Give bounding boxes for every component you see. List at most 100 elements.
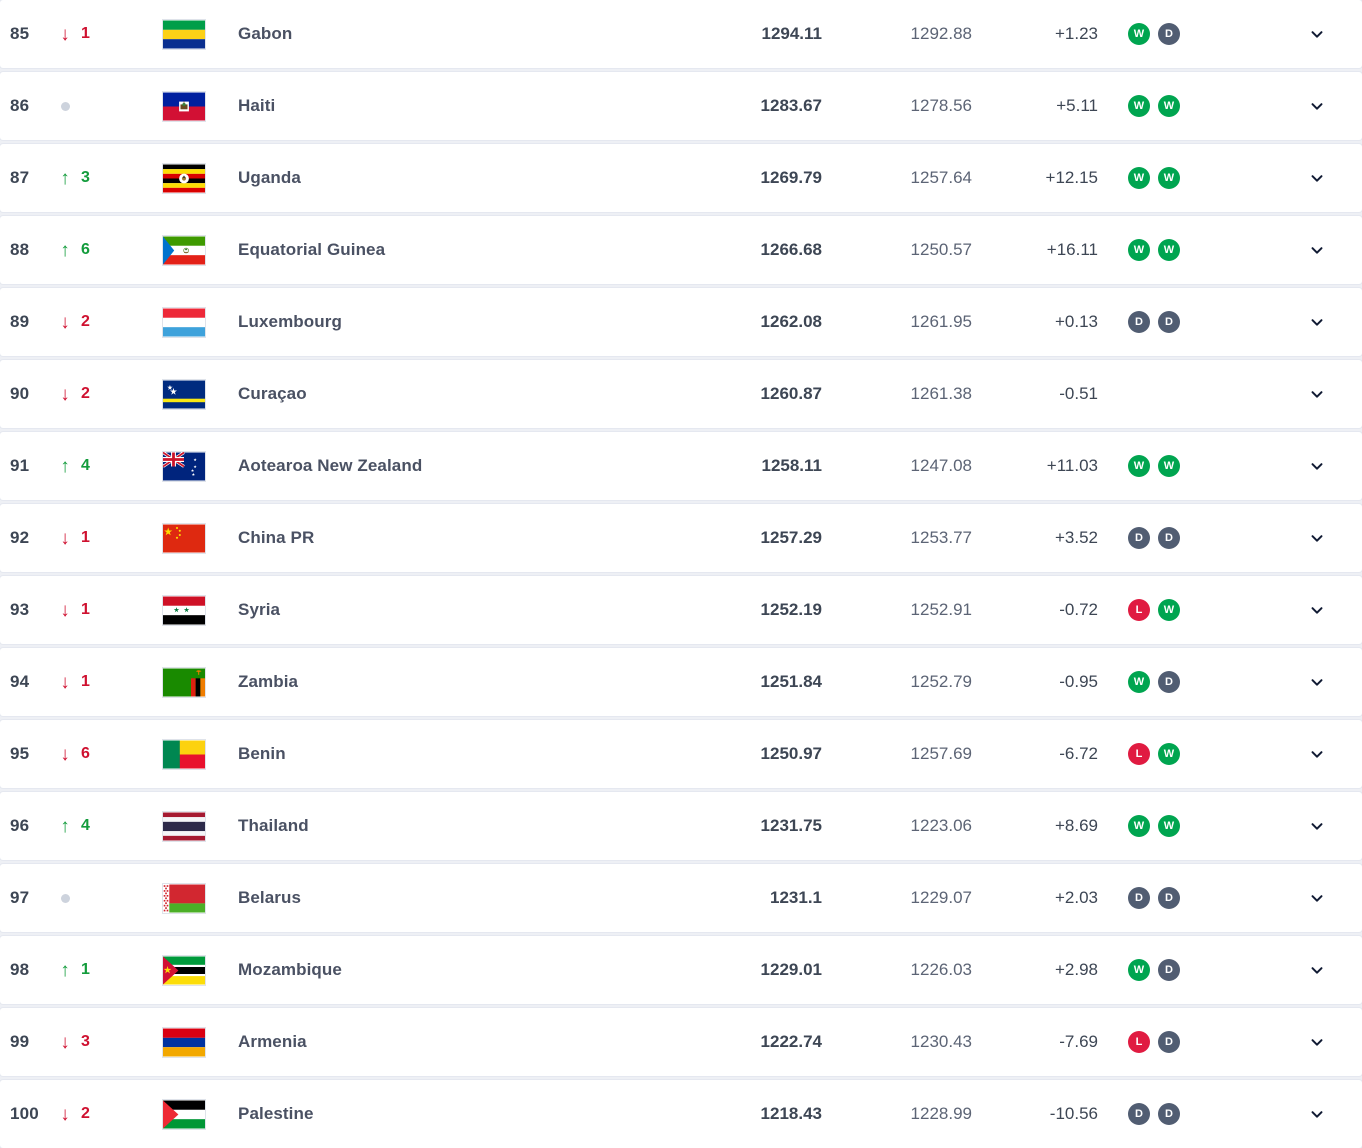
team-name[interactable]: Syria (238, 600, 281, 619)
form-badge-w: W (1128, 23, 1150, 45)
neutral-dot-icon (61, 893, 70, 903)
expand-row-button[interactable] (1272, 97, 1362, 115)
rank-number: 96 (10, 816, 30, 835)
total-points: 1250.97 (760, 744, 822, 763)
flag-cell (162, 90, 224, 122)
movement-count: 1 (81, 601, 90, 618)
rank-movement: ↑ 4 (58, 457, 162, 476)
benin-flag (162, 738, 206, 770)
chevron-down-icon (1308, 529, 1326, 547)
rank-number: 94 (10, 672, 30, 691)
form-badge-w: W (1128, 167, 1150, 189)
expand-row-button[interactable] (1272, 961, 1362, 979)
table-row[interactable]: 98 ↑ 1 Mozambique 1229.01 1226.03 +2.98 … (0, 936, 1362, 1004)
total-points: 1294.11 (761, 24, 822, 43)
form-badge-w: W (1128, 815, 1150, 837)
arrow-up-icon: ↑ (60, 239, 70, 261)
previous-points: 1230.43 (910, 1032, 972, 1051)
rank-movement: ↓ 1 (58, 601, 162, 620)
expand-row-button[interactable] (1272, 817, 1362, 835)
expand-row-button[interactable] (1272, 529, 1362, 547)
form-badge-w: W (1158, 167, 1180, 189)
table-row[interactable]: 91 ↑ 4 Aotearoa New Zealand 1258.11 1247… (0, 432, 1362, 500)
table-row[interactable]: 89 ↓ 2 Luxembourg 1262.08 1261.95 +0.13 … (0, 288, 1362, 356)
mozambique-flag (162, 954, 206, 986)
flag-cell (162, 594, 224, 626)
expand-row-button[interactable] (1272, 457, 1362, 475)
expand-row-button[interactable] (1272, 673, 1362, 691)
rank-movement: ↓ 2 (58, 385, 162, 404)
previous-points: 1247.08 (910, 456, 972, 475)
form-badge-w: W (1128, 239, 1150, 261)
flag-cell (162, 954, 224, 986)
arrow-up-icon: ↑ (60, 959, 70, 981)
expand-row-button[interactable] (1272, 385, 1362, 403)
rank-movement: ↓ 6 (58, 745, 162, 764)
expand-row-button[interactable] (1272, 889, 1362, 907)
flag-cell (162, 306, 224, 338)
team-name[interactable]: Armenia (238, 1032, 307, 1051)
expand-row-button[interactable] (1272, 601, 1362, 619)
table-row[interactable]: 88 ↑ 6 Equatorial Guinea 1266.68 1250.57… (0, 216, 1362, 284)
team-name[interactable]: Gabon (238, 24, 293, 43)
team-name[interactable]: Aotearoa New Zealand (238, 456, 423, 475)
expand-row-button[interactable] (1272, 1105, 1362, 1123)
expand-row-button[interactable] (1272, 313, 1362, 331)
team-name[interactable]: Uganda (238, 168, 301, 187)
points-change: +5.11 (1056, 96, 1098, 115)
rank-movement: ↓ 1 (58, 529, 162, 548)
team-name[interactable]: Benin (238, 744, 286, 763)
movement-count: 2 (81, 385, 90, 402)
table-row[interactable]: 90 ↓ 2 Curaçao 1260.87 1261.38 -0.51 (0, 360, 1362, 428)
movement-count: 1 (81, 25, 90, 42)
total-points: 1257.29 (760, 528, 822, 547)
expand-row-button[interactable] (1272, 745, 1362, 763)
chevron-down-icon (1308, 673, 1326, 691)
chevron-down-icon (1308, 961, 1326, 979)
chevron-down-icon (1308, 385, 1326, 403)
luxembourg-flag (162, 306, 206, 338)
chevron-down-icon (1308, 457, 1326, 475)
team-name[interactable]: Curaçao (238, 384, 307, 403)
expand-row-button[interactable] (1272, 1033, 1362, 1051)
team-name[interactable]: Equatorial Guinea (238, 240, 386, 259)
movement-count: 4 (81, 817, 90, 834)
points-change: +3.52 (1054, 528, 1098, 547)
form-badge-d: D (1158, 1031, 1180, 1053)
team-name[interactable]: Palestine (238, 1104, 314, 1123)
team-name[interactable]: Thailand (238, 816, 309, 835)
expand-row-button[interactable] (1272, 241, 1362, 259)
rank-number: 92 (10, 528, 30, 547)
team-name[interactable]: Belarus (238, 888, 302, 907)
team-name[interactable]: China PR (238, 528, 315, 547)
previous-points: 1261.38 (910, 384, 972, 403)
expand-row-button[interactable] (1272, 25, 1362, 43)
movement-count: 2 (81, 313, 90, 330)
chevron-down-icon (1308, 25, 1326, 43)
form-badge-d: D (1158, 1103, 1180, 1125)
form-badge-d: D (1158, 887, 1180, 909)
team-name[interactable]: Luxembourg (238, 312, 342, 331)
expand-row-button[interactable] (1272, 169, 1362, 187)
flag-cell (162, 738, 224, 770)
team-name[interactable]: Haiti (238, 96, 276, 115)
team-name[interactable]: Mozambique (238, 960, 342, 979)
table-row[interactable]: 100 ↓ 2 Palestine 1218.43 1228.99 -10.56… (0, 1080, 1362, 1148)
previous-points: 1229.07 (910, 888, 972, 907)
team-name[interactable]: Zambia (238, 672, 299, 691)
